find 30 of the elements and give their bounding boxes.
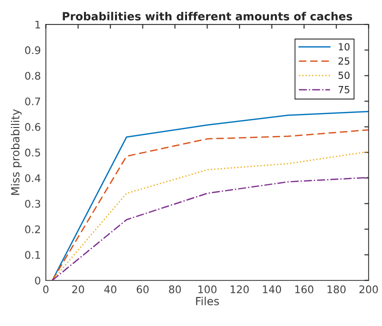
- legend-label: 10: [338, 43, 350, 50]
- line-series: [52, 176, 369, 280]
- legend-label: 75: [338, 86, 350, 94]
- x-tick-label: 80: [169, 285, 181, 294]
- legend-label: 25: [338, 57, 350, 65]
- x-tick-label: 20: [72, 285, 84, 294]
- y-tick-label: 0.5: [25, 148, 40, 157]
- y-tick-label: 0.1: [25, 250, 40, 259]
- legend-label: 50: [338, 72, 350, 79]
- x-tick-label: 40: [104, 285, 116, 294]
- y-tick-label: 0.4: [25, 174, 40, 182]
- chart-title: Probabilities with different amounts of caches: [62, 12, 352, 20]
- x-tick-label: 200: [359, 285, 378, 294]
- y-axis-title: Miss probability: [10, 109, 22, 195]
- x-tick-label: 180: [328, 285, 346, 294]
- x-tick-label: 60: [136, 285, 149, 294]
- x-tick-label: 100: [198, 285, 216, 294]
- y-tick-label: 0.8: [25, 72, 40, 80]
- y-tick-label: 0.3: [25, 200, 40, 208]
- y-tick-label: 1: [35, 20, 40, 28]
- x-tick-label: 0: [43, 285, 48, 294]
- x-axis-title: Files: [196, 296, 219, 306]
- x-tick-label: 120: [230, 285, 249, 294]
- y-tick-label: 0.2: [25, 225, 40, 234]
- y-tick-label: 0.9: [25, 46, 40, 54]
- y-tick-label: 0: [35, 276, 40, 284]
- y-tick-label: 0.7: [25, 97, 40, 106]
- y-tick-label: 0.6: [25, 123, 40, 131]
- x-tick-label: 140: [262, 285, 282, 294]
- x-tick-label: 160: [295, 285, 314, 294]
